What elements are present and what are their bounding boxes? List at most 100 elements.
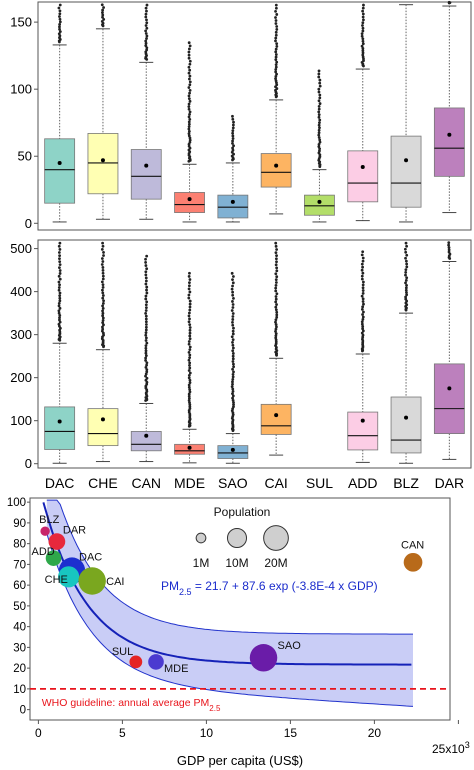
outlier-point bbox=[188, 401, 191, 404]
outlier-point bbox=[187, 50, 191, 54]
outlier-point bbox=[274, 257, 278, 261]
outlier-point bbox=[274, 272, 278, 276]
outlier-point bbox=[101, 15, 104, 19]
outlier-point bbox=[144, 29, 148, 33]
outlier-point bbox=[145, 300, 149, 304]
outlier-point bbox=[232, 370, 235, 374]
outlier-point bbox=[144, 314, 148, 318]
outlier-point bbox=[188, 138, 192, 142]
y-tick-label: 20 bbox=[13, 663, 26, 675]
outlier-point bbox=[187, 394, 191, 398]
outlier-point bbox=[144, 44, 148, 48]
outlier-point bbox=[231, 126, 235, 130]
equation-rhs: = 21.7 + 87.6 exp (-3.8E-4 x GDP) bbox=[192, 579, 378, 593]
mean-dot bbox=[317, 199, 322, 204]
outlier-point bbox=[317, 136, 321, 139]
outlier-point bbox=[188, 299, 192, 303]
outlier-point bbox=[188, 348, 192, 352]
outlier-point bbox=[101, 311, 105, 315]
city-point-dar bbox=[48, 533, 66, 550]
outlier-point bbox=[231, 352, 235, 355]
outlier-point bbox=[58, 30, 62, 34]
y-tick-label: 0 bbox=[25, 216, 32, 231]
outlier-point bbox=[405, 284, 408, 287]
outlier-point bbox=[145, 363, 148, 367]
outlier-point bbox=[188, 99, 192, 103]
mean-dot bbox=[447, 386, 452, 391]
band-lower-edge bbox=[46, 533, 414, 707]
outlier-point bbox=[187, 392, 191, 396]
outlier-point bbox=[58, 296, 62, 300]
outlier-point bbox=[230, 287, 234, 291]
outlier-point bbox=[361, 289, 365, 292]
outlier-point bbox=[275, 248, 278, 251]
outlier-point bbox=[360, 253, 364, 257]
city-point-che bbox=[58, 566, 80, 588]
outlier-point bbox=[231, 387, 235, 391]
box-blz bbox=[390, 396, 422, 454]
outlier-point bbox=[188, 364, 191, 367]
outlier-point bbox=[145, 48, 149, 52]
outlier-point bbox=[101, 268, 105, 272]
outlier-point bbox=[100, 3, 104, 7]
outlier-point bbox=[187, 296, 191, 300]
outlier-point bbox=[231, 382, 234, 386]
outlier-point bbox=[404, 278, 408, 282]
outlier-point bbox=[405, 253, 409, 257]
outlier-point bbox=[275, 266, 279, 270]
outlier-point bbox=[187, 320, 191, 324]
outlier-point bbox=[274, 22, 278, 25]
outlier-point bbox=[360, 277, 364, 281]
outlier-point bbox=[145, 368, 149, 372]
outlier-point bbox=[145, 46, 149, 50]
outlier-point bbox=[187, 53, 191, 57]
outlier-point bbox=[231, 284, 234, 288]
y-tick-label: 300 bbox=[10, 327, 32, 342]
outlier-point bbox=[231, 360, 235, 363]
outlier-point bbox=[275, 315, 279, 319]
outlier-point bbox=[144, 32, 148, 35]
outlier-point bbox=[144, 372, 148, 376]
outlier-point bbox=[187, 399, 191, 402]
outlier-point bbox=[317, 143, 321, 146]
outlier-point bbox=[231, 372, 235, 376]
outlier-point bbox=[145, 37, 148, 40]
outlier-point bbox=[231, 123, 235, 127]
city-label: DAC bbox=[79, 552, 102, 564]
outlier-point bbox=[188, 281, 191, 285]
outlier-point bbox=[188, 356, 192, 360]
outlier-point bbox=[231, 394, 235, 398]
outlier-point bbox=[57, 244, 61, 248]
outlier-point bbox=[58, 266, 61, 270]
outlier-point bbox=[188, 328, 192, 332]
outlier-point bbox=[101, 11, 104, 14]
outlier-point bbox=[144, 344, 148, 348]
mean-dot bbox=[360, 164, 365, 169]
outlier-point bbox=[188, 326, 192, 329]
outlier-point bbox=[144, 257, 147, 261]
outlier-point bbox=[360, 32, 364, 36]
outlier-point bbox=[361, 305, 365, 309]
outlier-point bbox=[58, 269, 62, 272]
outlier-point bbox=[57, 301, 61, 305]
band-upper-edge bbox=[46, 499, 413, 635]
outlier-point bbox=[101, 291, 105, 295]
outlier-point bbox=[275, 269, 279, 273]
outlier-point bbox=[360, 308, 364, 311]
outlier-point bbox=[231, 377, 235, 381]
outlier-point bbox=[404, 271, 408, 274]
outlier-point bbox=[274, 53, 278, 56]
outlier-point bbox=[101, 260, 105, 263]
outlier-point bbox=[100, 247, 104, 251]
outlier-point bbox=[58, 241, 62, 245]
outlier-point bbox=[100, 280, 104, 284]
category-label: SAO bbox=[218, 475, 248, 491]
outlier-point bbox=[188, 110, 192, 114]
y-tick-label: 100 bbox=[7, 497, 26, 509]
city-label: CAN bbox=[401, 539, 424, 551]
outlier-point bbox=[100, 20, 104, 23]
outlier-point bbox=[230, 271, 234, 275]
city-point-add bbox=[45, 550, 62, 566]
mean-dot bbox=[360, 418, 365, 423]
outlier-point bbox=[144, 323, 148, 326]
